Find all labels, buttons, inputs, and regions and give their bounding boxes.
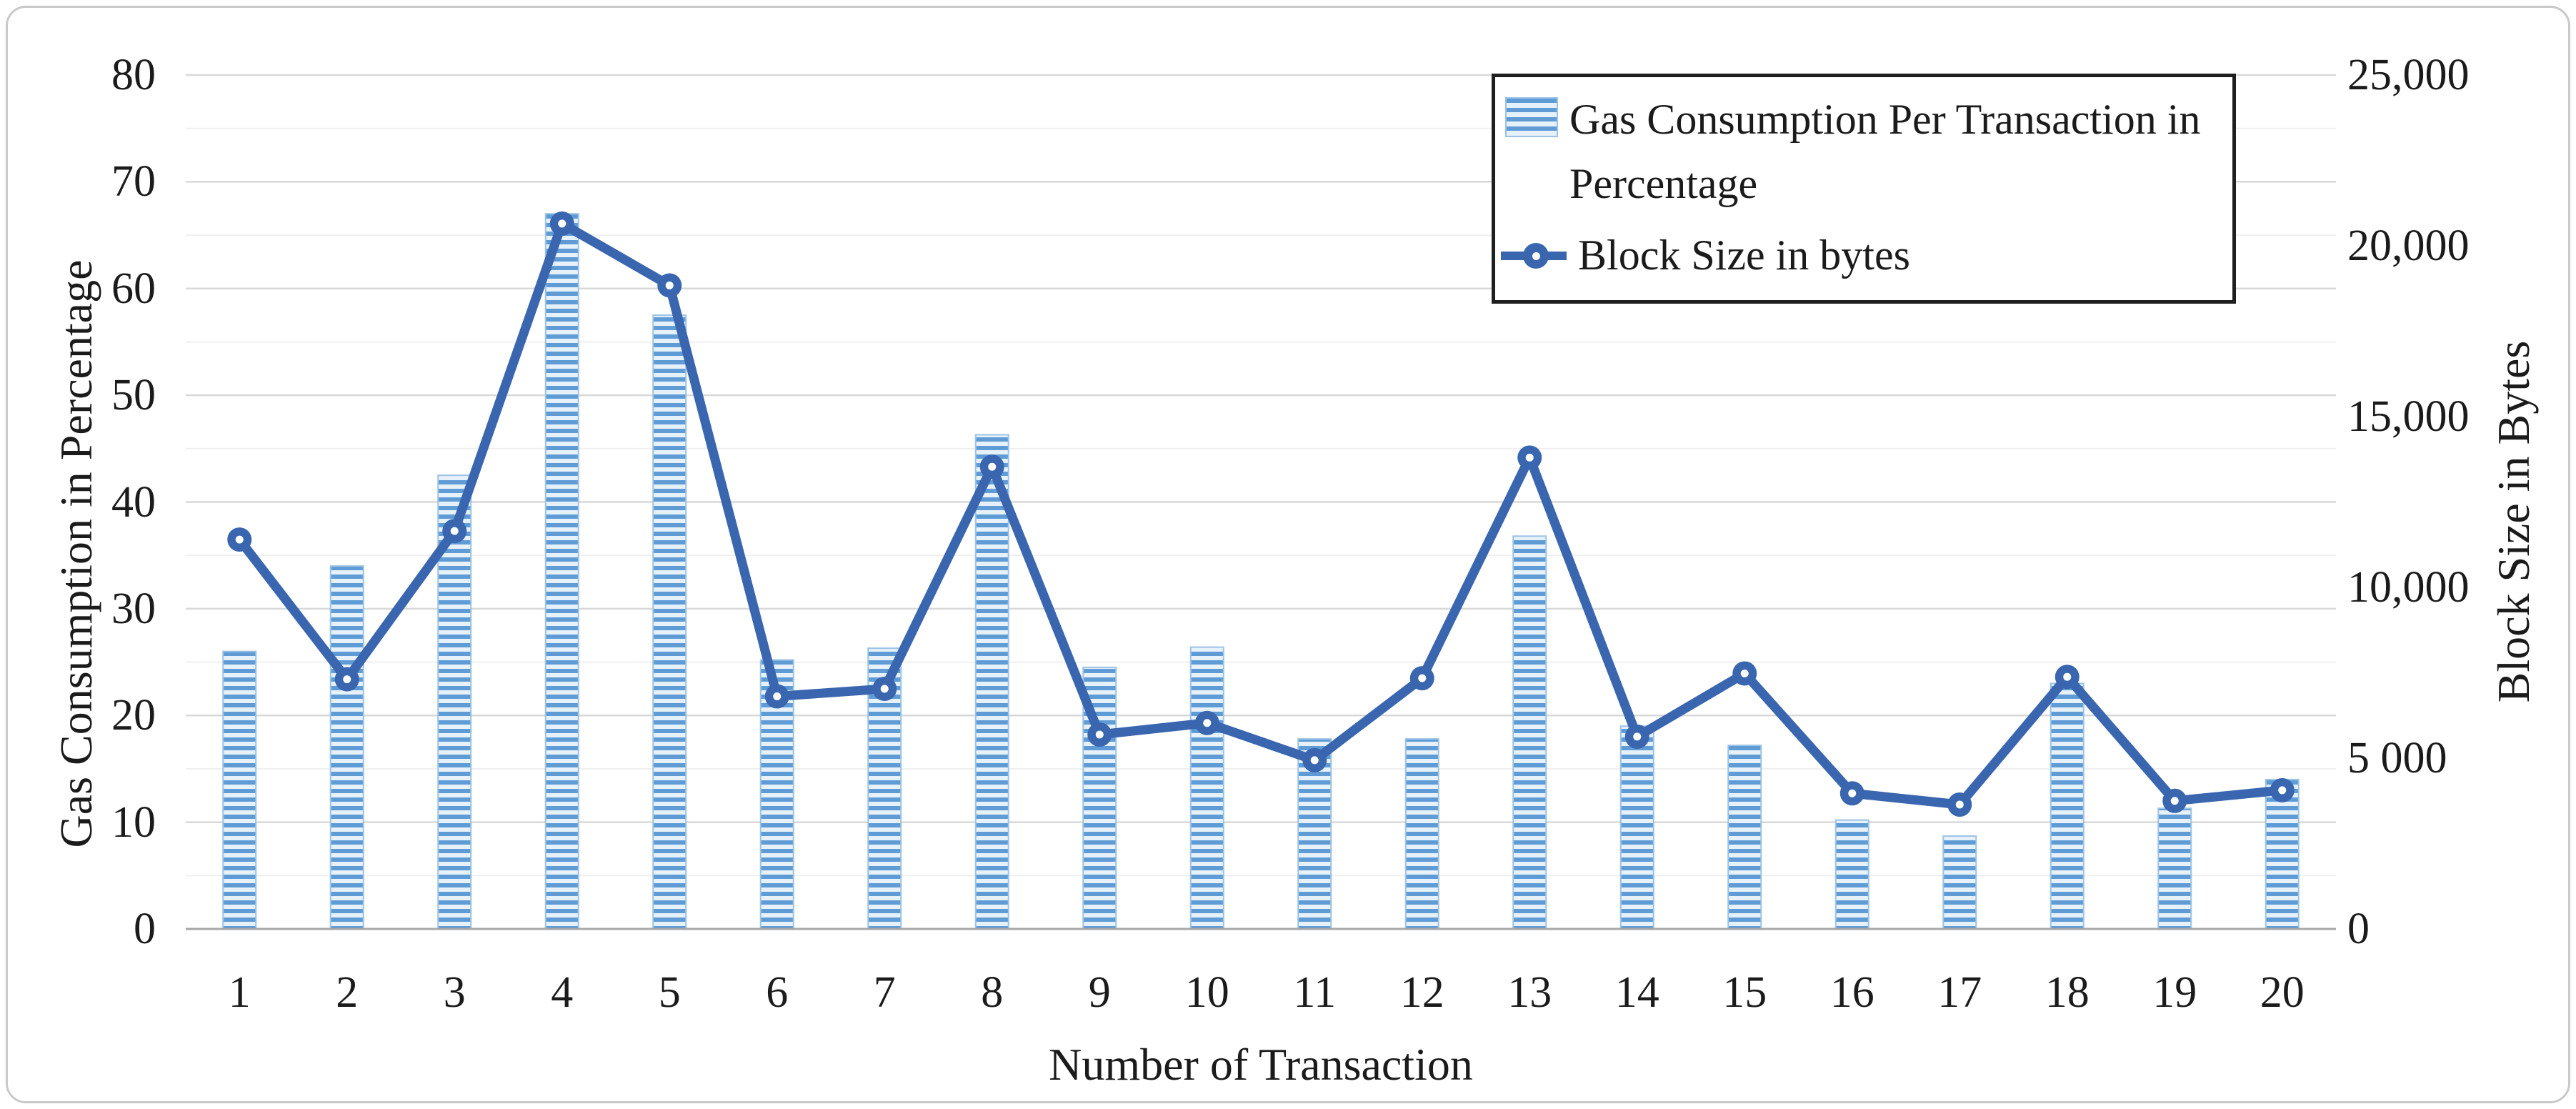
x-axis-tick-label: 9	[1088, 968, 1111, 1017]
line-marker-swatch-icon	[1501, 233, 1567, 276]
legend-item-label: Gas Consumption Per Transaction in Perce…	[1569, 96, 2201, 207]
right-axis-tick-label: 5 000	[2347, 734, 2447, 782]
line-marker-hole	[1310, 756, 1319, 765]
legend-item-label: Block Size in bytes	[1578, 232, 1910, 279]
bar	[1727, 745, 1762, 930]
right-axis-tick-label: 25,000	[2347, 51, 2470, 99]
x-axis-tick-label: 7	[873, 968, 896, 1017]
x-axis-tick-label: 14	[1614, 968, 1659, 1017]
bar	[1512, 535, 1547, 930]
x-axis-tick-label: 17	[1937, 968, 1982, 1017]
bar	[1619, 725, 1654, 930]
bar	[1404, 738, 1439, 930]
bar	[544, 213, 579, 930]
line-swatch-marker	[1523, 243, 1549, 269]
x-axis-tick-label: 12	[1399, 968, 1444, 1017]
line-marker-hole	[235, 535, 244, 544]
x-axis-tick-label: 11	[1293, 968, 1337, 1017]
line-marker-hole	[450, 527, 459, 535]
x-axis-tick-label: 15	[1722, 968, 1767, 1017]
x-axis-tick-label: 18	[2045, 968, 2090, 1017]
left-axis-tick-label: 50	[111, 371, 156, 420]
left-axis-tick-label: 70	[111, 157, 156, 207]
line-marker-hole	[1955, 800, 1964, 809]
x-axis-tick-label: 8	[981, 968, 1004, 1017]
left-axis-tick-label: 0	[134, 905, 156, 953]
line-marker-hole	[2278, 786, 2287, 795]
left-axis-tick-label: 20	[111, 691, 156, 740]
x-axis-tick-label: 6	[766, 968, 789, 1017]
x-axis-tick-label: 20	[2260, 968, 2305, 1017]
legend-item-blocksize: Block Size in bytes	[1501, 223, 2220, 287]
left-axis-tick-label: 30	[111, 584, 156, 633]
line-marker-hole	[343, 675, 351, 684]
line-marker-hole	[1095, 730, 1104, 739]
line-marker-hole	[1633, 732, 1642, 741]
legend: Gas Consumption Per Transaction in Perce…	[1492, 74, 2236, 304]
x-axis-tick-label: 10	[1184, 968, 1229, 1017]
x-axis-tick-label: 19	[2152, 968, 2197, 1017]
right-axis-tick-label: 15,000	[2347, 392, 2470, 441]
left-axis-tick-label: 60	[111, 264, 156, 313]
striped-bar-swatch-icon	[1505, 97, 1558, 137]
line-marker-hole	[665, 281, 674, 289]
bar	[652, 314, 687, 930]
right-axis-tick-label: 20,000	[2347, 222, 2470, 270]
line-marker-hole	[1418, 674, 1427, 682]
left-axis-tick-label: 40	[111, 477, 156, 527]
bar	[1942, 835, 1977, 930]
line-marker-hole	[988, 462, 997, 471]
x-axis-tick-label: 5	[658, 968, 681, 1017]
x-axis-title: Number of Transaction	[1049, 1039, 1473, 1090]
x-axis-tick-label: 3	[443, 968, 466, 1017]
block-size-line	[234, 219, 2287, 810]
line-marker-hole	[880, 685, 889, 693]
line-marker-hole	[558, 219, 566, 228]
line-marker-hole	[773, 692, 782, 700]
x-axis-tick-label: 16	[1829, 968, 1874, 1017]
left-axis-tick-label: 10	[111, 797, 156, 847]
right-axis-tick-label: 0	[2347, 905, 2370, 953]
line-marker-hole	[2170, 797, 2179, 805]
right-axis-title: Block Size in Bytes	[2488, 340, 2539, 703]
line-marker-hole	[1525, 453, 1534, 462]
right-axis-tick-label: 10,000	[2347, 563, 2470, 612]
x-axis-tick-label: 2	[336, 968, 359, 1017]
bar	[1834, 819, 1869, 930]
x-axis-tick-label: 13	[1507, 968, 1552, 1017]
line-marker-hole	[1848, 789, 1857, 797]
line-marker-hole	[1740, 669, 1749, 677]
left-axis-title: Gas Consumption in Percentage	[51, 259, 101, 848]
x-axis-tick-label: 1	[228, 968, 251, 1017]
bar	[1189, 646, 1224, 930]
left-axis-tick-label: 80	[111, 51, 156, 99]
legend-item-gas: Gas Consumption Per Transaction in Perce…	[1505, 87, 2220, 216]
line-marker-hole	[2063, 672, 2072, 681]
x-axis-tick-label: 4	[551, 968, 574, 1017]
line-marker-hole	[1203, 719, 1212, 727]
